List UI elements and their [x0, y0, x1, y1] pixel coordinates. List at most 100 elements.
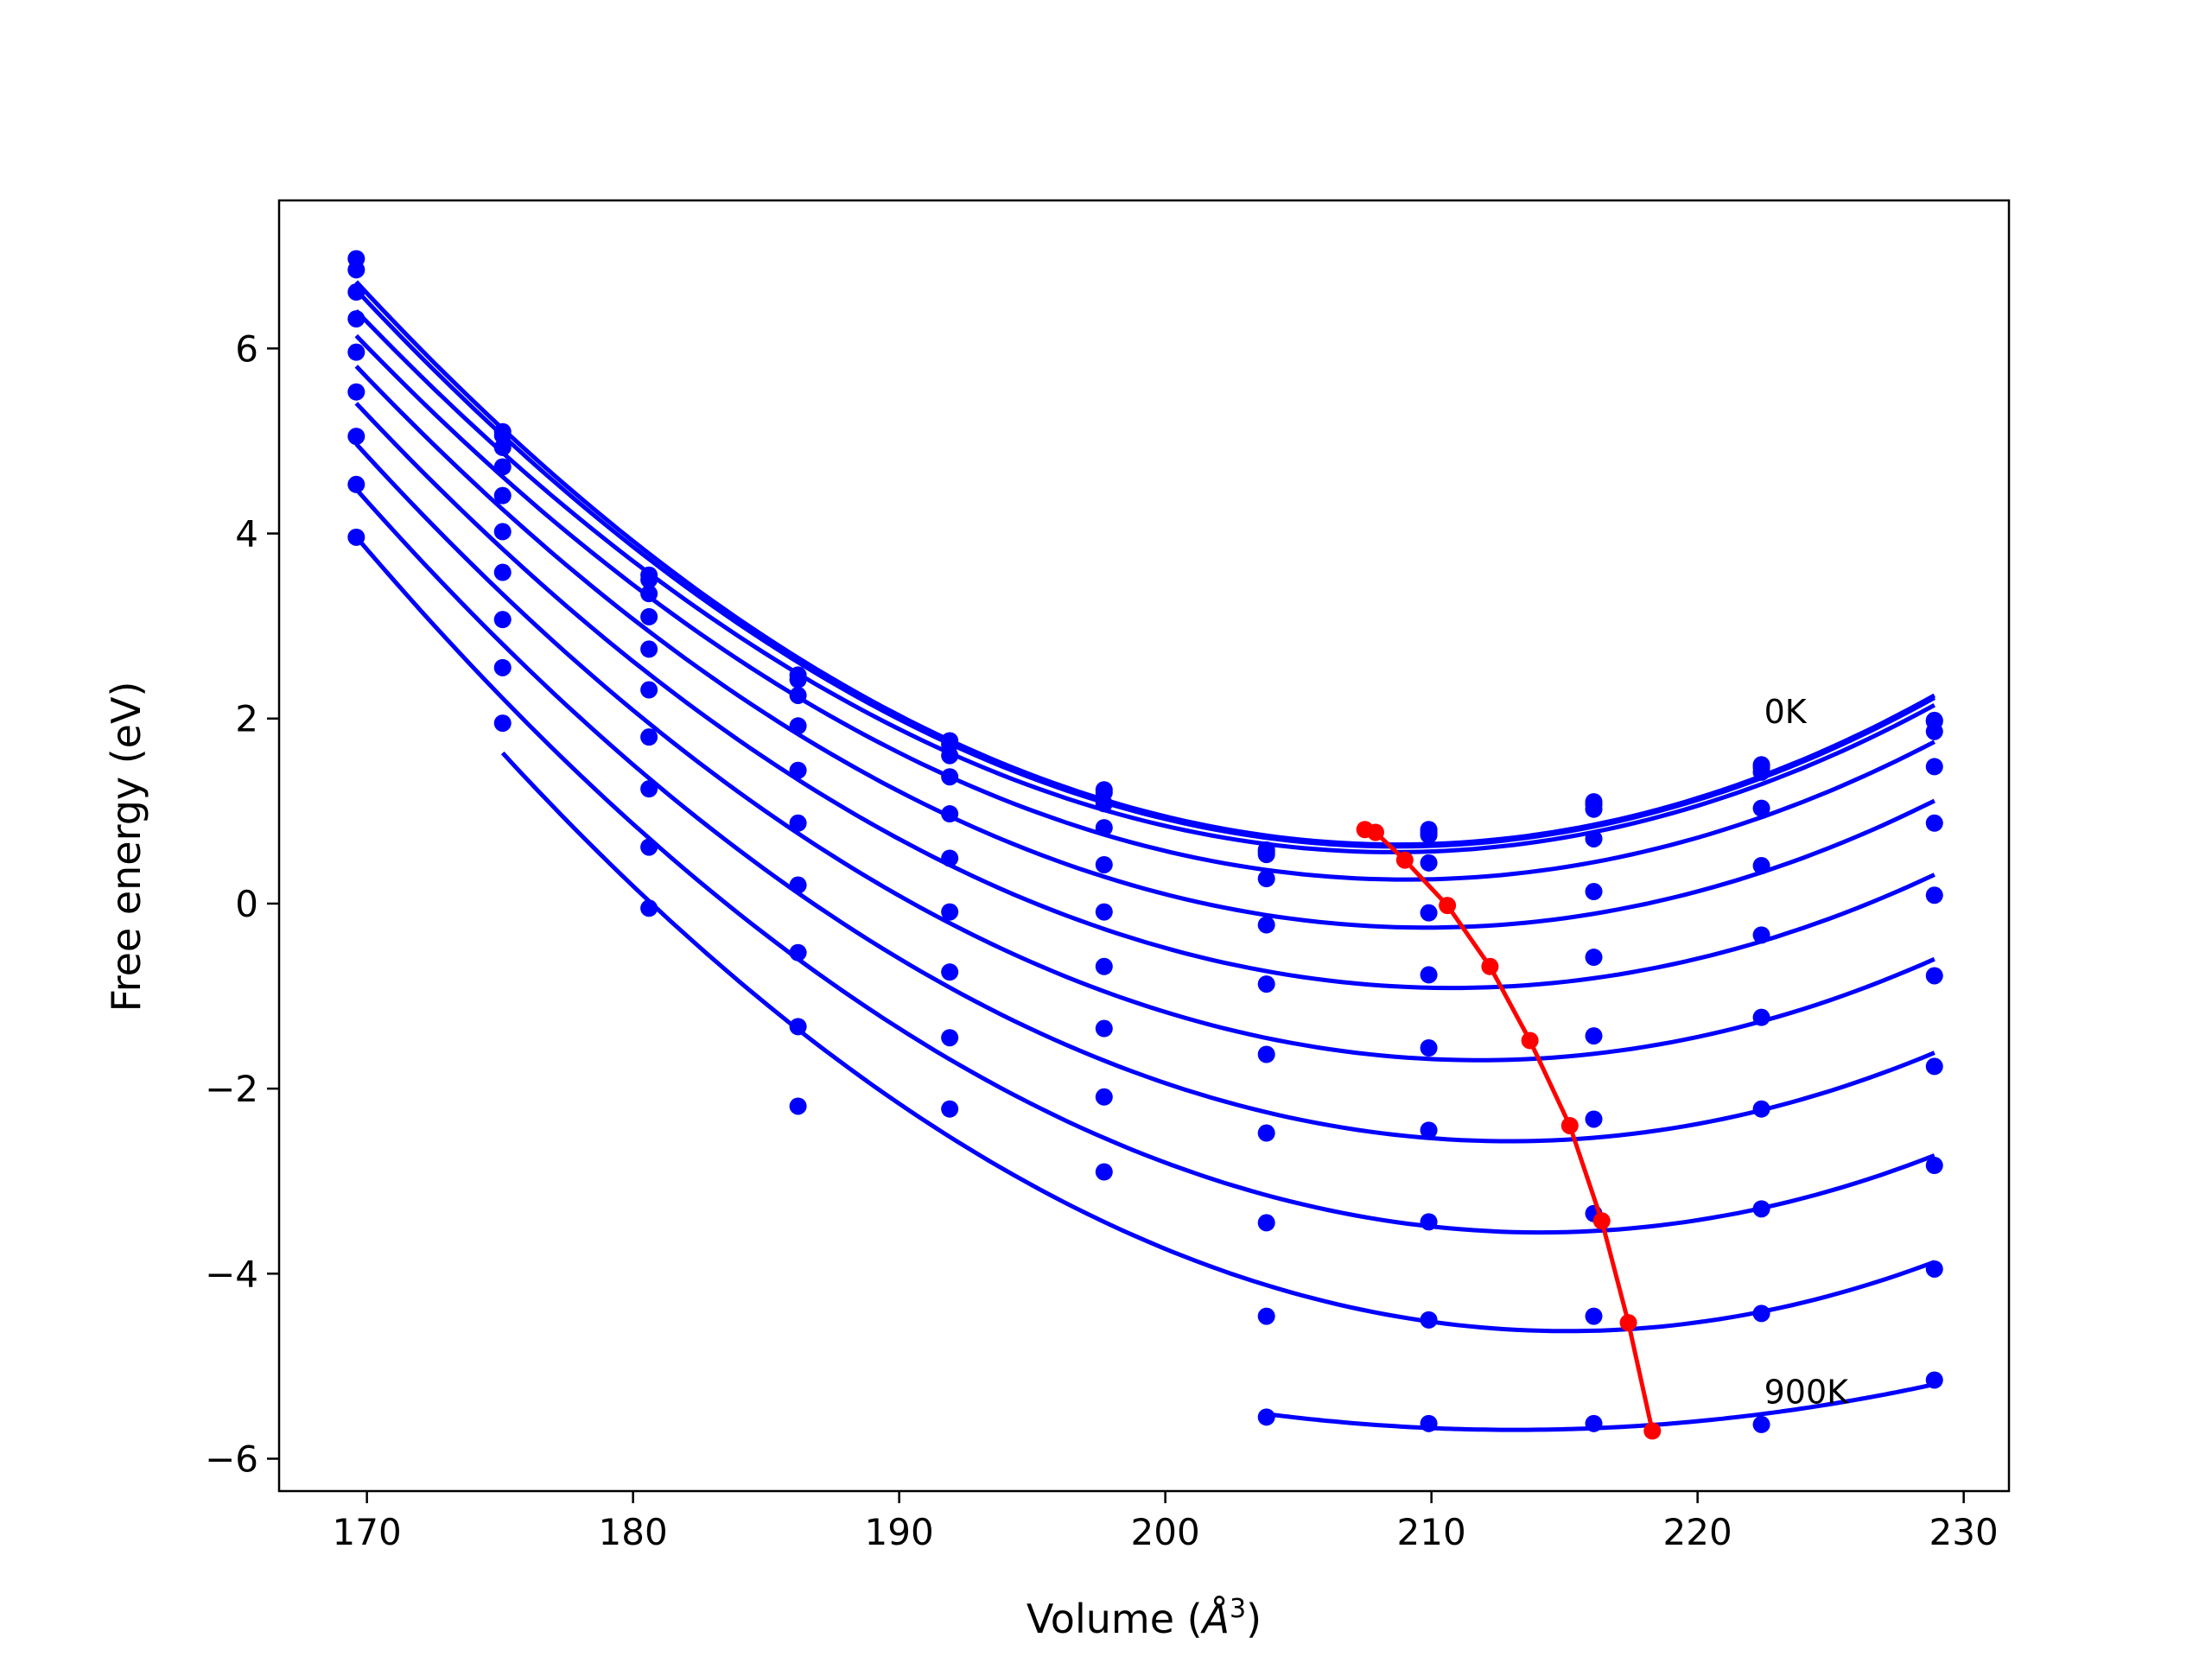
- minimum-point: [1366, 823, 1384, 841]
- data-point: [789, 717, 807, 735]
- x-tick-label: 230: [1929, 1511, 1999, 1553]
- y-axis: −6 −4 −2 0 2 4 6: [205, 327, 279, 1481]
- data-point: [1585, 883, 1603, 901]
- data-point: [1585, 829, 1603, 847]
- data-point: [1752, 857, 1770, 875]
- data-point: [347, 428, 365, 446]
- minimum-point: [1619, 1314, 1637, 1332]
- data-point: [347, 475, 365, 493]
- data-point: [1752, 763, 1770, 781]
- data-point: [941, 849, 959, 867]
- data-point: [789, 1097, 807, 1115]
- data-point: [1752, 1200, 1770, 1218]
- data-point: [347, 528, 365, 546]
- data-point: [1420, 826, 1438, 844]
- data-point: [941, 805, 959, 823]
- curve-annotations: 0K 900K: [1764, 693, 1850, 1411]
- x-tick-label: 190: [865, 1511, 934, 1553]
- data-point: [941, 1100, 959, 1118]
- data-point: [1925, 814, 1943, 832]
- data-point: [493, 438, 512, 456]
- data-point: [941, 963, 959, 981]
- x-axis-title-suffix: ): [1246, 1596, 1262, 1642]
- minimum-point: [1481, 957, 1499, 975]
- data-point: [1095, 957, 1113, 975]
- data-point: [347, 343, 365, 361]
- data-point: [1925, 1157, 1943, 1175]
- curve-annotation-label: 0K: [1764, 693, 1808, 731]
- data-point: [640, 728, 658, 746]
- data-point: [493, 486, 512, 505]
- data-point: [789, 814, 807, 832]
- data-point: [1585, 1307, 1603, 1325]
- data-point: [1585, 949, 1603, 967]
- y-tick-label: 2: [235, 698, 258, 740]
- data-point: [1095, 795, 1113, 813]
- x-tick-label: 200: [1131, 1511, 1200, 1553]
- data-point: [789, 1018, 807, 1036]
- data-point: [1925, 758, 1943, 776]
- data-point: [493, 523, 512, 541]
- data-point: [1585, 1414, 1603, 1432]
- y-tick-label: −2: [205, 1068, 258, 1110]
- data-point: [347, 383, 365, 401]
- data-point: [493, 658, 512, 676]
- data-point: [1752, 1100, 1770, 1118]
- data-point: [1095, 819, 1113, 837]
- data-point: [789, 670, 807, 689]
- fitted-curve: [354, 288, 1936, 849]
- x-tick-label: 210: [1397, 1511, 1466, 1553]
- data-point: [1257, 916, 1275, 934]
- data-point: [1585, 1027, 1603, 1045]
- y-tick-label: 4: [235, 513, 258, 555]
- data-point: [1925, 1057, 1943, 1076]
- curve-annotation-label: 900K: [1764, 1373, 1850, 1411]
- data-point: [1925, 886, 1943, 904]
- minimum-point: [1592, 1212, 1611, 1230]
- minimum-point: [1643, 1422, 1662, 1440]
- data-point: [1925, 1260, 1943, 1278]
- x-axis-title-power: 3: [1230, 1594, 1246, 1624]
- data-point: [347, 310, 365, 328]
- data-point: [1095, 855, 1113, 873]
- data-point: [1257, 846, 1275, 864]
- data-point: [789, 943, 807, 962]
- y-tick-label: 6: [235, 327, 258, 370]
- data-point: [1257, 1124, 1275, 1142]
- data-point: [640, 899, 658, 917]
- y-tick-label: −6: [205, 1438, 258, 1481]
- fitted-curve: [354, 365, 1936, 930]
- x-axis-title-symbol: Å: [1200, 1596, 1230, 1642]
- x-tick-label: 170: [333, 1511, 402, 1553]
- data-point: [640, 585, 658, 603]
- data-point: [493, 611, 512, 629]
- data-point: [493, 714, 512, 733]
- data-point: [789, 686, 807, 704]
- fitted-curve: [354, 535, 1936, 1235]
- data-point: [789, 876, 807, 894]
- data-point: [789, 761, 807, 779]
- data-point: [1095, 1088, 1113, 1106]
- fitted-curve: [354, 487, 1936, 1144]
- data-point: [941, 768, 959, 786]
- x-axis-title: Volume (Å3): [1027, 1594, 1262, 1642]
- y-axis-title: Free energy (eV): [103, 682, 149, 1012]
- minimum-point: [1560, 1116, 1579, 1134]
- data-point: [640, 640, 658, 658]
- data-point: [493, 563, 512, 581]
- data-point: [1095, 1163, 1113, 1181]
- y-tick-label: −4: [205, 1253, 258, 1295]
- data-point: [1752, 799, 1770, 817]
- data-point: [1095, 903, 1113, 921]
- minimum-line: [1363, 827, 1655, 1431]
- data-point: [1585, 1110, 1603, 1128]
- fitted-curve: [354, 402, 1936, 991]
- data-point: [640, 838, 658, 856]
- data-point: [1257, 1408, 1275, 1426]
- data-point: [1420, 854, 1438, 872]
- data-point: [493, 427, 512, 445]
- data-point: [941, 1029, 959, 1047]
- y-tick-label: 0: [235, 883, 258, 925]
- data-point: [941, 903, 959, 921]
